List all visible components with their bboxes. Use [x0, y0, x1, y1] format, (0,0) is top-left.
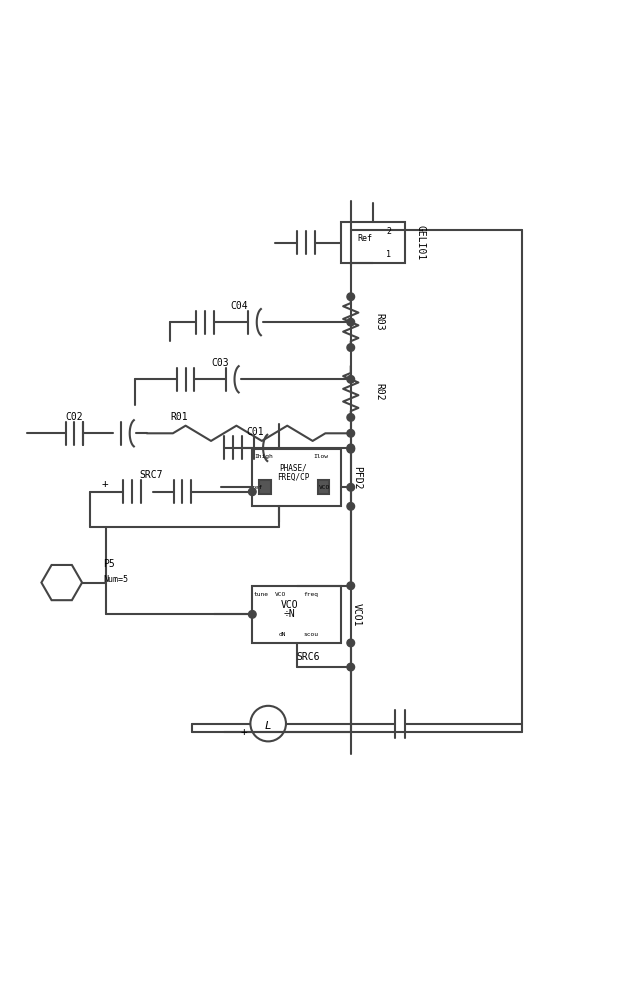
Text: C03: C03 [212, 358, 229, 368]
FancyBboxPatch shape [252, 449, 341, 506]
Circle shape [347, 429, 355, 437]
Text: Ihigh: Ihigh [255, 454, 273, 459]
Text: L: L [264, 721, 271, 731]
Text: Ilow: Ilow [313, 454, 329, 459]
Text: C02: C02 [66, 412, 83, 422]
Circle shape [347, 639, 355, 647]
Text: scou: scou [303, 632, 318, 637]
Text: 2: 2 [387, 227, 391, 236]
Circle shape [347, 293, 355, 301]
Circle shape [347, 318, 355, 326]
Circle shape [248, 611, 256, 618]
Text: SRC7: SRC7 [139, 470, 163, 480]
Text: ÷N: ÷N [283, 609, 295, 619]
Text: +: + [101, 479, 108, 489]
Circle shape [347, 582, 355, 590]
Text: VCO1: VCO1 [352, 603, 362, 626]
FancyBboxPatch shape [341, 222, 404, 263]
Text: freq: freq [303, 592, 318, 597]
Text: SRC6: SRC6 [297, 652, 320, 662]
Text: VCO: VCO [319, 485, 330, 490]
Text: 1: 1 [387, 250, 391, 259]
Text: GELI01: GELI01 [415, 225, 426, 260]
Text: P5: P5 [103, 559, 115, 569]
Text: Ref: Ref [358, 234, 373, 243]
Text: dN: dN [279, 632, 286, 637]
Circle shape [347, 663, 355, 671]
FancyBboxPatch shape [318, 480, 329, 494]
Text: PHASE/: PHASE/ [279, 464, 308, 473]
Text: VCO: VCO [275, 592, 286, 597]
Circle shape [347, 344, 355, 351]
Circle shape [347, 444, 355, 452]
Circle shape [347, 483, 355, 491]
Circle shape [347, 375, 355, 383]
FancyBboxPatch shape [252, 586, 341, 643]
Text: ref: ref [252, 485, 263, 490]
FancyBboxPatch shape [259, 480, 271, 494]
Text: Num=5: Num=5 [103, 575, 128, 584]
Text: +: + [241, 727, 248, 737]
Text: R03: R03 [375, 313, 384, 331]
Text: VCO: VCO [280, 600, 298, 610]
Text: C04: C04 [231, 301, 248, 311]
Text: tune: tune [254, 592, 269, 597]
Text: FREQ/CP: FREQ/CP [278, 473, 310, 482]
Circle shape [248, 488, 256, 496]
Text: R01: R01 [170, 412, 188, 422]
Circle shape [347, 414, 355, 421]
Circle shape [347, 445, 355, 453]
Text: PFD2: PFD2 [352, 466, 362, 490]
Text: C01: C01 [247, 427, 264, 437]
Circle shape [347, 503, 355, 510]
Text: R02: R02 [375, 383, 384, 401]
